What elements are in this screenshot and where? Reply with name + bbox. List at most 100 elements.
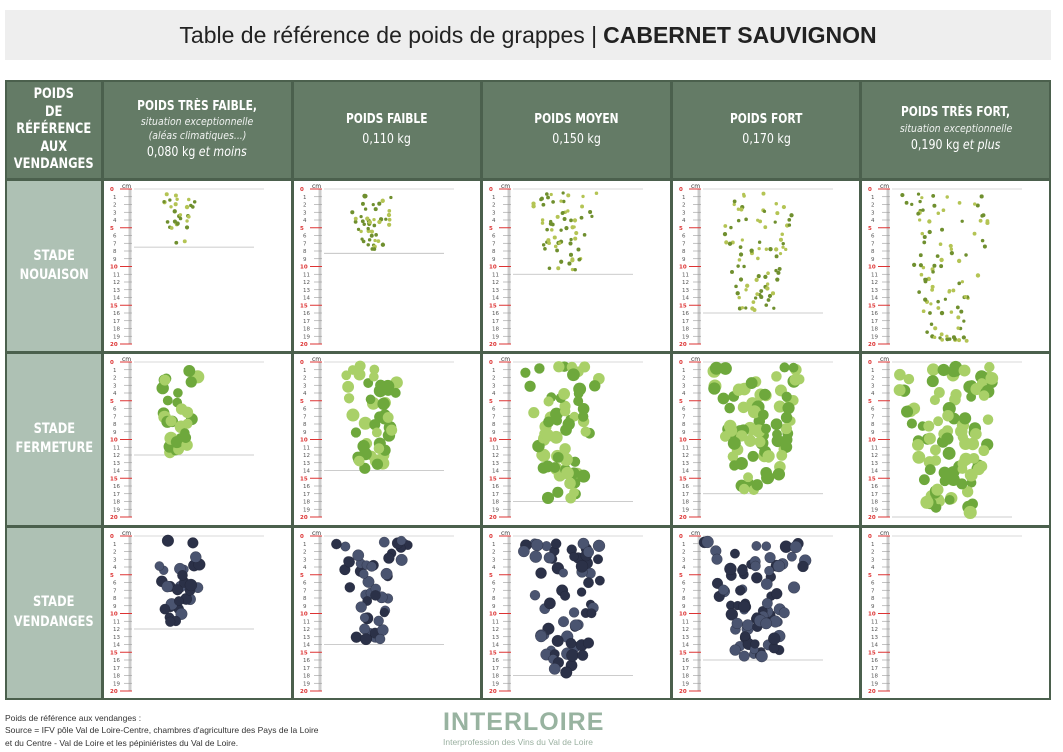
reference-table: POIDS DE RÉFÉRENCE AUX VENDANGES POIDS T… (5, 80, 1051, 700)
ruler-tick-label: 20 (868, 342, 876, 348)
ruler-unit: cm (880, 183, 889, 190)
grape-berry (330, 538, 342, 549)
grape-berry (559, 199, 563, 203)
ruler-tick-label: 11 (682, 446, 689, 452)
grape-berry (933, 416, 944, 427)
grape-berry (932, 263, 937, 268)
grape-cell: cm 0 1 2 3 4 5 6 7 8 9 10 11 12 13 14 15 16 17 18 19 20 (862, 527, 1049, 698)
ruler-tick-label: 12 (492, 627, 499, 633)
column-label: POIDS MOYEN (534, 112, 619, 128)
grape-berry (984, 362, 995, 373)
grape-berry (583, 546, 595, 558)
ruler-tick-label: 0 (679, 360, 683, 366)
grape-berry (340, 370, 351, 381)
grape-berry (907, 418, 918, 429)
grape-berry (923, 277, 928, 282)
grape-berry (369, 229, 374, 234)
grape-berry (945, 334, 949, 338)
ruler-tick-label: 20 (868, 515, 876, 521)
ruler-tick-label: 5 (679, 399, 683, 405)
grape-berry (761, 191, 766, 196)
grape-berry (165, 220, 170, 224)
grape-berry (172, 583, 184, 595)
grape-berry (734, 284, 738, 289)
grape-berry (951, 288, 956, 293)
grape-berry (559, 259, 564, 264)
ruler-unit: cm (122, 356, 131, 363)
ruler-tick-label: 9 (871, 430, 875, 436)
ruler-tick-label: 19 (682, 681, 689, 687)
grape-berry (343, 393, 354, 404)
ruler-tick-label: 17 (682, 665, 689, 671)
grape-berry (983, 244, 988, 249)
grape-berry (552, 487, 564, 499)
grape-berry (772, 559, 785, 572)
footer-line: Source = IFV pôle Val de Loire-Centre, c… (5, 725, 319, 736)
grape-berry (190, 205, 195, 209)
grape-berry (979, 390, 990, 402)
grape-berry (184, 225, 190, 230)
grape-berry (765, 282, 770, 286)
ruler-tick-label: 4 (871, 218, 875, 224)
ruler-tick-label: 14 (871, 642, 878, 648)
ruler-tick-label: 13 (492, 634, 499, 640)
grape-berry (369, 589, 381, 601)
grape-berry (724, 403, 735, 414)
grape-berry (550, 228, 554, 232)
grape-berry (363, 207, 367, 211)
grape-berry (161, 534, 174, 547)
ruler-tick-label: 4 (871, 391, 875, 397)
grape-berry (520, 368, 531, 379)
grape-berry (558, 567, 569, 578)
column-header: POIDS TRÈS FAIBLE, situation exceptionnel… (104, 82, 291, 178)
ruler-tick-label: 1 (492, 195, 496, 201)
grape-berry (770, 291, 775, 296)
ruler-tick-label: 8 (303, 596, 307, 602)
grape-berry (353, 456, 365, 467)
grape-berry (368, 372, 379, 382)
grape-berry (925, 330, 930, 334)
grape-berry (579, 215, 584, 220)
grape-cell: cm 0 1 2 3 4 5 6 7 8 9 10 11 12 13 14 15 16 17 18 19 20 (293, 181, 481, 352)
grape-berry (553, 361, 565, 373)
grape-berry (583, 577, 595, 588)
ruler-tick-label: 0 (489, 187, 493, 193)
grape-berry (764, 565, 774, 576)
grape-berry (775, 211, 780, 216)
ruler-tick-label: 9 (682, 603, 686, 609)
grape-berry (722, 231, 727, 237)
grape-berry (755, 292, 759, 296)
grape-berry (368, 419, 380, 431)
grape-berry (567, 261, 572, 266)
ruler-tick-label: 18 (492, 673, 499, 679)
grape-berry (780, 232, 784, 237)
ruler-tick-label: 9 (871, 603, 875, 609)
grape-berry (920, 231, 925, 236)
grape-berry (929, 302, 933, 306)
ruler-tick-label: 0 (489, 534, 493, 540)
grape-berry (959, 412, 972, 425)
ruler-tick-label: 11 (682, 272, 689, 278)
ruler-tick-label: 15 (110, 650, 118, 656)
grape-berry (736, 564, 748, 576)
grape-berry (718, 362, 732, 376)
grape-berry (947, 290, 952, 294)
ruler-tick-label: 18 (682, 500, 689, 506)
ruler-tick-label: 6 (303, 234, 307, 240)
grape-berry (953, 337, 958, 341)
ruler-tick-label: 16 (682, 311, 689, 317)
ruler-tick-label: 2 (113, 203, 117, 209)
grape-berry (542, 243, 546, 247)
grape-berry (341, 381, 354, 394)
ruler-tick-label: 5 (679, 572, 683, 578)
ruler-tick-label: 5 (868, 572, 872, 578)
ruler-tick-label: 8 (113, 249, 117, 255)
ruler-tick-label: 4 (303, 391, 307, 397)
grape-berry (752, 308, 757, 312)
grape-berry (559, 443, 571, 455)
grape-berry (577, 257, 582, 262)
grape-berry (920, 196, 924, 200)
grape-berry (936, 211, 941, 216)
column-subtitle: situation exceptionnelle (141, 114, 254, 128)
ruler-tick-label: 14 (303, 296, 310, 302)
